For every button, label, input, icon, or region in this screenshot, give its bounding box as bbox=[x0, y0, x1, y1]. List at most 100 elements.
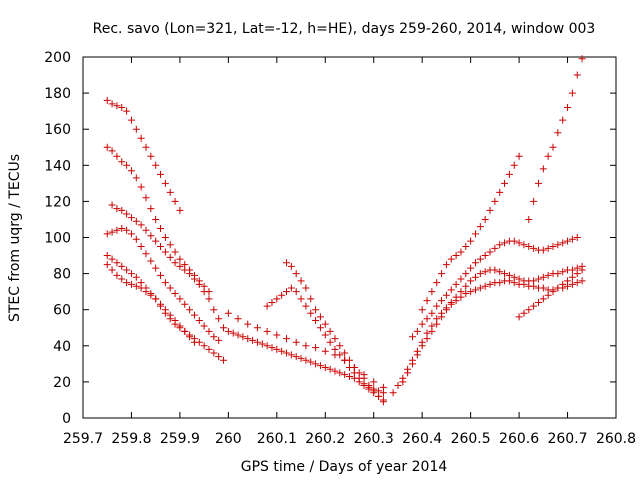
data-point bbox=[457, 248, 465, 256]
x-tick-label: 259.8 bbox=[111, 431, 151, 447]
data-point bbox=[568, 273, 576, 281]
data-point bbox=[568, 235, 576, 243]
series-arc-12 bbox=[399, 262, 586, 386]
data-point bbox=[190, 311, 198, 319]
data-point bbox=[404, 369, 412, 377]
data-point bbox=[210, 306, 218, 314]
data-point bbox=[346, 356, 353, 364]
y-axis-title: STEC from uqrg / TECUs bbox=[7, 154, 23, 322]
x-axis-title: GPS time / Days of year 2014 bbox=[241, 459, 448, 475]
x-tick-labels: 259.7 259.8 259.9 260 260.1 260.2 260.3 260.4 26… bbox=[63, 431, 636, 447]
data-point bbox=[573, 279, 581, 287]
data-point bbox=[176, 206, 184, 214]
x-tick-label: 260.8 bbox=[596, 431, 636, 447]
data-point bbox=[341, 371, 349, 379]
series-arc-15 bbox=[515, 266, 586, 321]
data-point bbox=[302, 342, 310, 350]
data-point bbox=[161, 279, 169, 287]
data-point bbox=[108, 266, 116, 274]
data-point bbox=[326, 338, 334, 346]
data-point bbox=[476, 284, 484, 292]
data-point bbox=[302, 284, 310, 292]
data-point bbox=[273, 295, 281, 303]
data-point bbox=[176, 295, 184, 303]
data-point bbox=[549, 243, 557, 251]
data-point bbox=[103, 252, 111, 260]
data-point bbox=[423, 315, 431, 323]
data-point bbox=[142, 288, 150, 296]
data-point bbox=[176, 255, 184, 263]
y-tick-label: 200 bbox=[44, 50, 71, 66]
data-point bbox=[307, 295, 315, 303]
data-point bbox=[127, 230, 135, 238]
data-point bbox=[147, 257, 155, 265]
data-point bbox=[442, 291, 450, 299]
data-point bbox=[292, 353, 300, 361]
data-point bbox=[215, 315, 223, 323]
data-point bbox=[152, 264, 160, 272]
data-point bbox=[297, 295, 305, 303]
data-point bbox=[108, 147, 116, 155]
data-point bbox=[278, 291, 286, 299]
x-tick-label: 260.1 bbox=[257, 431, 297, 447]
data-point bbox=[341, 349, 349, 357]
y-tick-label: 60 bbox=[53, 303, 71, 319]
data-point bbox=[253, 338, 261, 346]
data-point bbox=[224, 327, 232, 335]
data-point bbox=[462, 270, 470, 278]
data-point bbox=[471, 273, 479, 281]
data-point bbox=[103, 96, 111, 104]
data-point bbox=[360, 374, 368, 382]
data-point bbox=[515, 313, 523, 321]
data-point bbox=[433, 320, 441, 328]
data-point bbox=[127, 270, 135, 278]
data-point bbox=[428, 327, 436, 335]
data-point bbox=[375, 392, 383, 400]
data-point bbox=[530, 302, 538, 310]
series-arc-3 bbox=[103, 224, 223, 344]
data-point bbox=[491, 266, 499, 274]
data-point bbox=[263, 342, 271, 350]
data-point bbox=[215, 336, 223, 344]
data-point bbox=[137, 134, 145, 142]
data-point bbox=[457, 275, 465, 283]
series-arc-2 bbox=[103, 143, 213, 296]
data-point bbox=[244, 320, 252, 328]
data-point bbox=[200, 288, 208, 296]
data-point bbox=[190, 338, 198, 346]
data-point bbox=[370, 387, 378, 395]
data-point bbox=[370, 378, 378, 386]
data-point bbox=[316, 313, 324, 321]
y-tick-label: 160 bbox=[44, 122, 71, 138]
x-tick-label: 259.9 bbox=[160, 431, 200, 447]
data-point bbox=[447, 255, 455, 263]
data-point bbox=[137, 243, 145, 251]
data-point bbox=[525, 306, 533, 314]
data-point bbox=[292, 338, 300, 346]
data-point bbox=[568, 89, 576, 97]
data-point bbox=[462, 282, 470, 290]
data-point bbox=[423, 297, 431, 305]
data-point bbox=[171, 248, 179, 256]
data-point bbox=[481, 268, 489, 276]
data-point bbox=[123, 266, 131, 274]
data-point bbox=[118, 262, 126, 270]
data-point bbox=[438, 313, 446, 321]
data-point bbox=[408, 360, 416, 368]
data-point bbox=[161, 234, 169, 241]
data-point bbox=[559, 239, 567, 247]
data-point bbox=[573, 270, 581, 278]
data-point bbox=[287, 262, 295, 270]
data-point bbox=[467, 264, 475, 272]
data-point bbox=[273, 345, 281, 353]
data-point bbox=[462, 243, 470, 251]
data-point bbox=[181, 327, 189, 335]
data-point bbox=[408, 333, 416, 341]
data-point bbox=[534, 179, 542, 187]
data-point bbox=[467, 288, 475, 296]
data-point bbox=[127, 167, 135, 175]
data-point bbox=[113, 271, 121, 279]
data-point bbox=[283, 288, 291, 296]
data-point bbox=[118, 158, 126, 166]
data-point bbox=[530, 197, 538, 205]
